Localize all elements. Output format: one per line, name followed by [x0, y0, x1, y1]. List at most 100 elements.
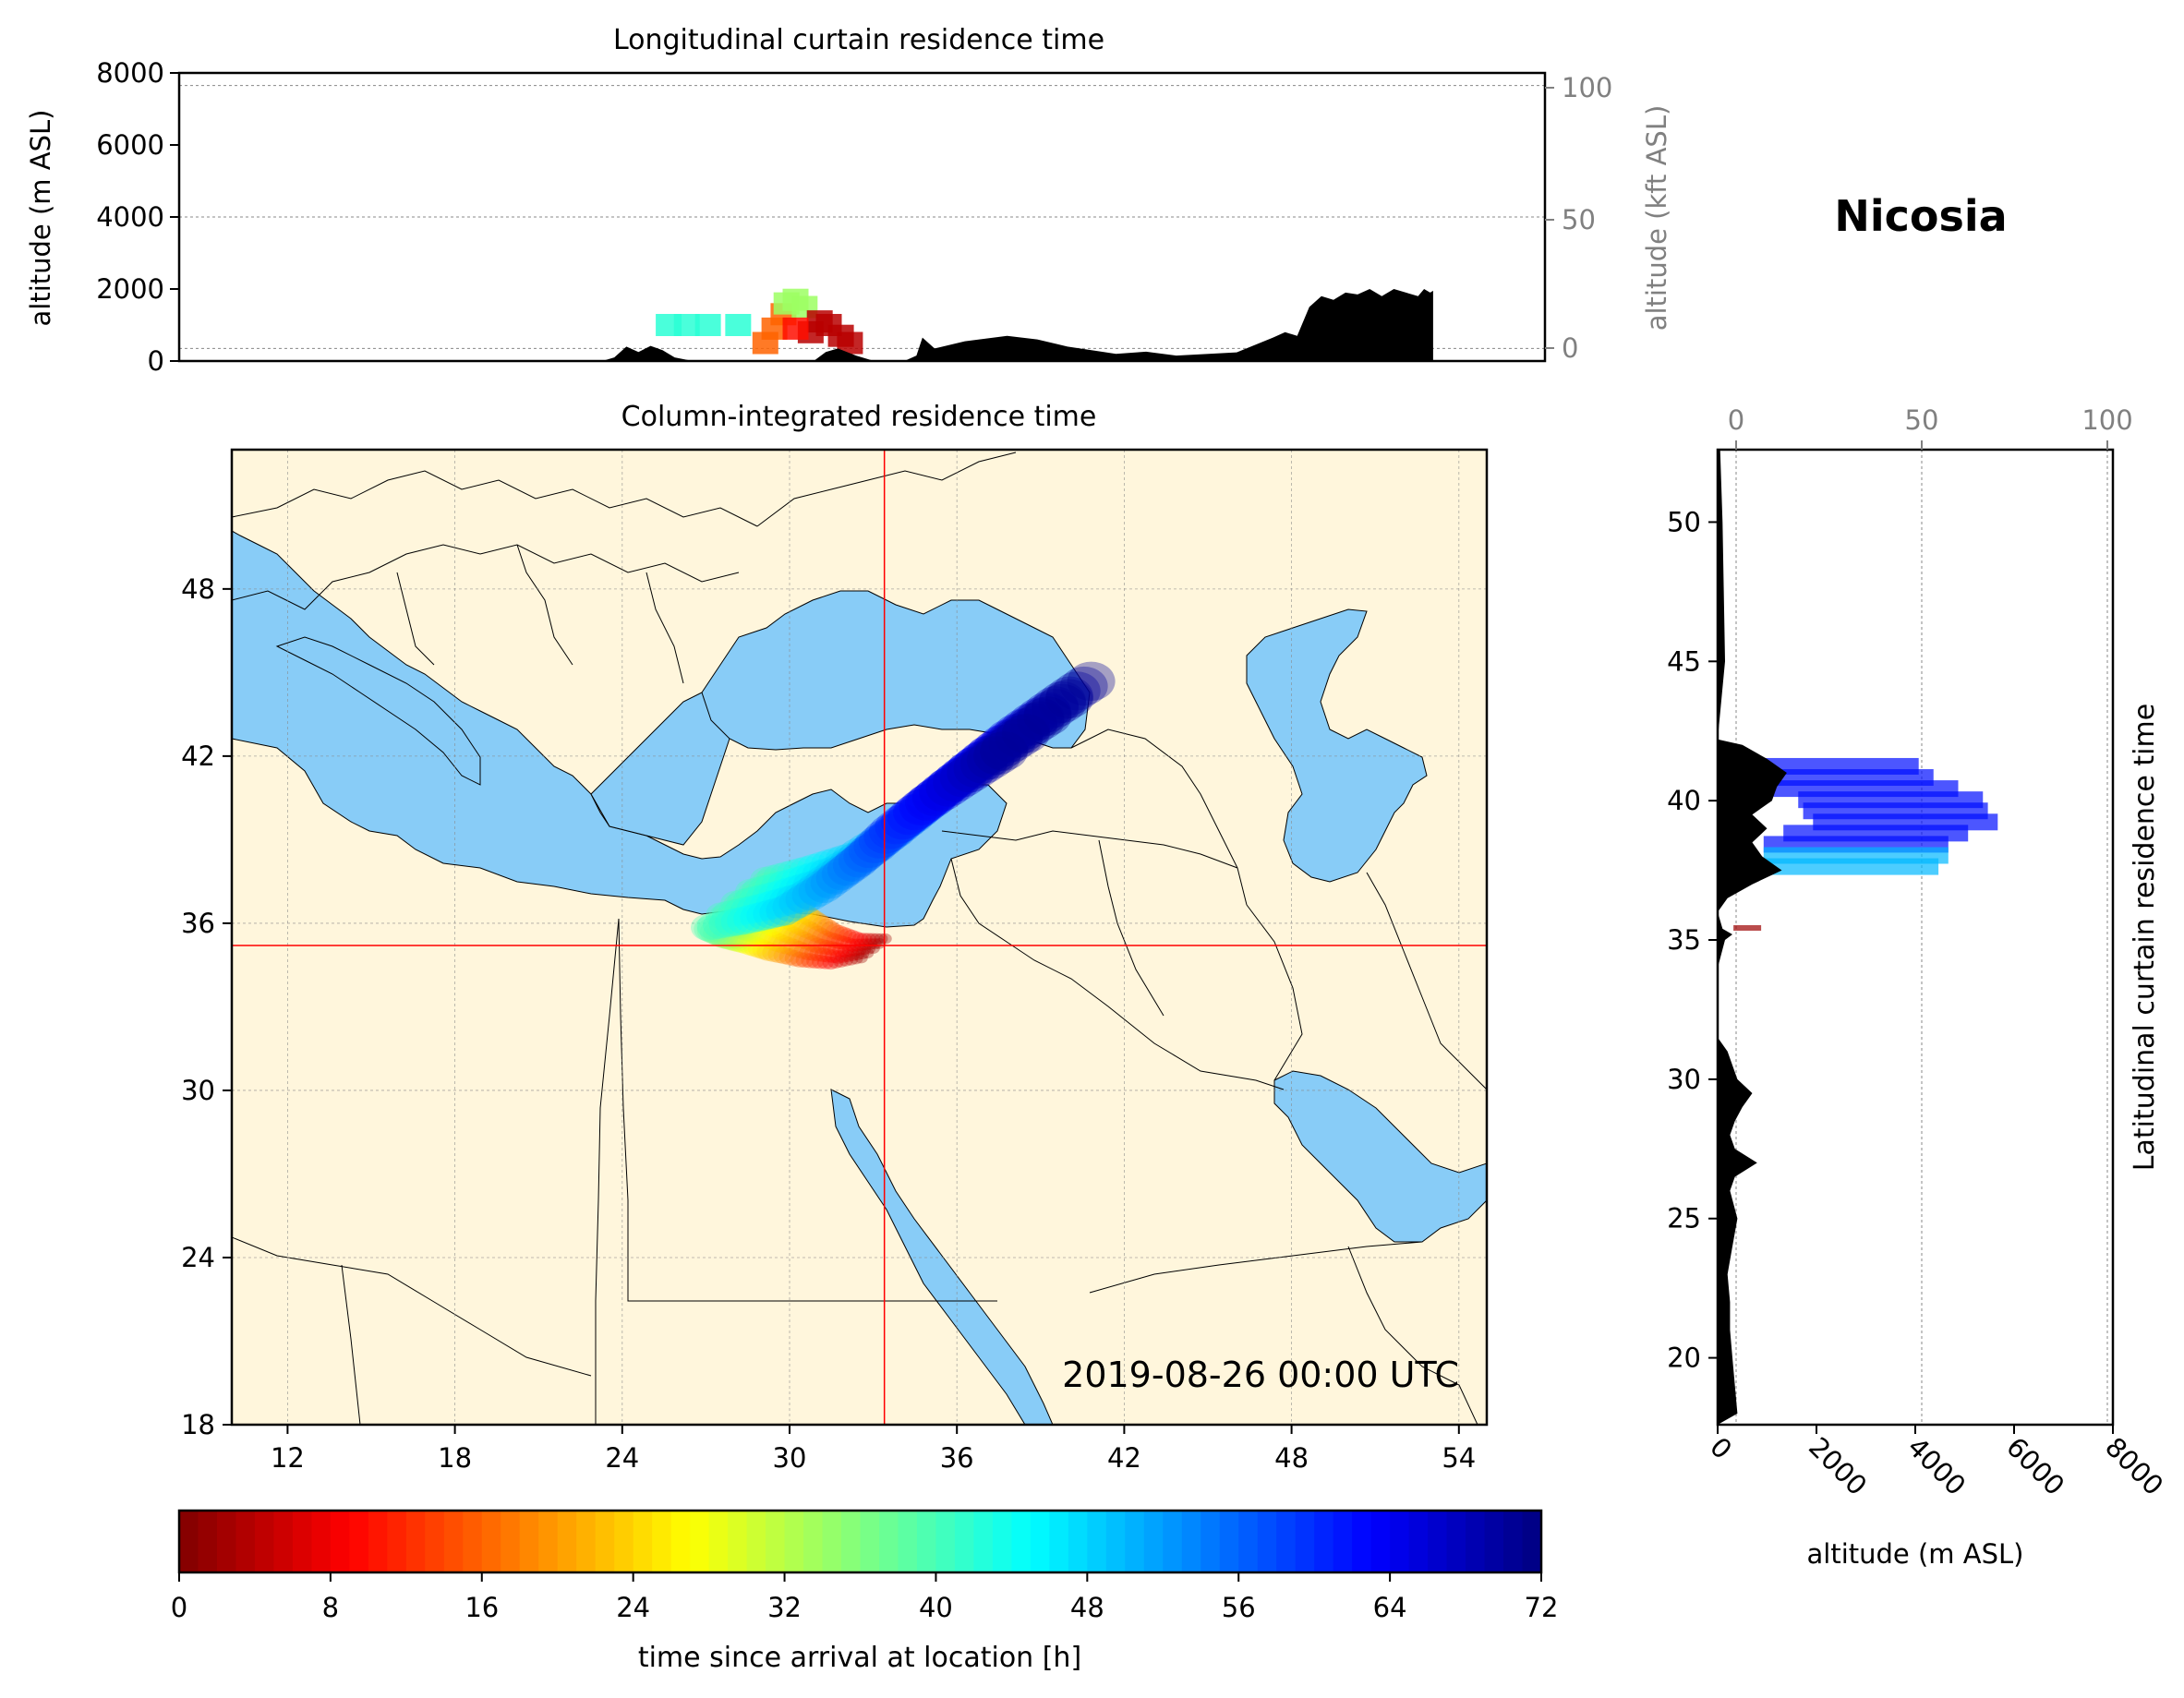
- map-plume-particle: [776, 884, 813, 915]
- map-plume-particle: [735, 919, 764, 942]
- colorbar-cell: [1143, 1511, 1164, 1572]
- map-plume-particle: [839, 954, 853, 967]
- colorbar-cell: [519, 1511, 539, 1572]
- map-plume-particle: [822, 857, 862, 889]
- map-plume-particle: [972, 729, 1018, 766]
- map-plume-particle: [887, 799, 932, 834]
- map-plume-particle: [708, 909, 742, 938]
- latitudinal-x-tick-label: 2000: [1803, 1431, 1873, 1501]
- map-plume-particle: [785, 884, 824, 915]
- map-plume-particle: [893, 794, 937, 831]
- map-plume-particle: [880, 809, 922, 843]
- map-plume-particle: [790, 951, 810, 968]
- colorbar-cell: [652, 1511, 672, 1572]
- black-sea: [701, 590, 1091, 751]
- map-plume-particle: [851, 834, 891, 866]
- map-plume-particle: [822, 956, 839, 970]
- map-plume-particle: [933, 764, 980, 802]
- longitudinal-y-tick-right-label: 0: [1562, 332, 1578, 364]
- map-y-tick-label: 36: [181, 908, 215, 939]
- map-plume-particle: [968, 737, 1015, 776]
- map-plume-particle: [752, 894, 781, 918]
- map-plume-particle: [749, 892, 779, 917]
- map-plume-particle: [827, 853, 867, 886]
- map-plume-particle: [825, 845, 862, 875]
- map-plume-particle: [746, 923, 773, 945]
- map-plume-particle: [839, 837, 877, 869]
- map-plume-particle: [811, 849, 847, 879]
- colorbar-cell: [1466, 1511, 1486, 1572]
- map-plume-particle: [877, 809, 920, 844]
- map-plume-particle: [761, 872, 795, 900]
- map-plume-particle: [760, 878, 790, 904]
- map-plume-particle: [726, 930, 754, 953]
- map-plume-particle: [733, 904, 768, 933]
- latitudinal-curtain-panel: 0 2000 4000 6000 8000 0 50 100 20253035404550 …: [1667, 404, 2169, 1570]
- map-plume-particle: [773, 907, 800, 929]
- map-plume-particle: [754, 927, 780, 948]
- map-plume-particle: [911, 778, 958, 816]
- map-plume-particle: [880, 804, 924, 840]
- map-plume-particle: [774, 868, 809, 897]
- map-plume-particle: [902, 788, 945, 824]
- map-plume-particle: [973, 729, 1019, 767]
- colorbar-cell: [1522, 1511, 1542, 1572]
- map-plume-particle: [865, 933, 880, 945]
- station-crosshair: [232, 450, 1487, 1425]
- map-y-ticks: 18 24 30 36 42 48: [181, 573, 232, 1440]
- map-plume-particle: [711, 906, 743, 933]
- map-plume-particle: [845, 838, 886, 871]
- map-y-tick-label: 18: [181, 1409, 215, 1440]
- map-plume-particle: [754, 873, 789, 901]
- latitudinal-x-tick-label: 0: [1704, 1431, 1738, 1465]
- map-plume-particle: [742, 885, 774, 911]
- latitudinal-topography: [1718, 450, 1787, 1425]
- colorbar-cell: [595, 1511, 615, 1572]
- colorbar-cell: [1087, 1511, 1107, 1572]
- map-plume-particle: [855, 947, 870, 960]
- colorbar-tick-label: 56: [1222, 1592, 1256, 1623]
- map-plume-particle: [939, 759, 986, 798]
- map-plume-particle: [932, 763, 978, 801]
- latitudinal-y-tick-label: 20: [1667, 1343, 1701, 1374]
- map-plume-particle: [795, 952, 814, 969]
- latitudinal-curtain-title: Latitudinal curtain residence time: [2129, 704, 2161, 1171]
- colorbar-cell: [1390, 1511, 1410, 1572]
- map-plume-particle: [750, 925, 777, 947]
- mediterranean-sea: [232, 530, 1008, 928]
- map-plume-particle: [953, 746, 997, 783]
- colorbar-cell: [198, 1511, 218, 1572]
- map-plume-particle: [887, 804, 928, 838]
- map-plume-particle: [946, 752, 990, 788]
- map-plume-particle: [878, 933, 892, 945]
- colorbar-cell: [1238, 1511, 1259, 1572]
- map-plume-particle: [759, 897, 796, 928]
- map-plume-particle: [788, 864, 824, 894]
- colorbar-cell: [330, 1511, 350, 1572]
- map-plume-particle: [1038, 683, 1087, 724]
- map-plume-particle: [724, 897, 758, 926]
- map-plume-particle: [862, 824, 903, 859]
- map-plume-particle: [989, 720, 1036, 759]
- map-plume-particle: [772, 934, 796, 954]
- map-plume-particle: [853, 828, 892, 861]
- colorbar-cell: [1181, 1511, 1201, 1572]
- map-plume-particle: [829, 950, 847, 964]
- map-plume-particle: [816, 955, 834, 969]
- map-plume-particle: [739, 904, 768, 929]
- map-plume-particle: [730, 897, 765, 925]
- map-plume-particle: [939, 756, 984, 794]
- map-plume-particle: [926, 767, 971, 803]
- map-plume-particle: [772, 891, 810, 922]
- map-x-tick-label: 30: [773, 1442, 807, 1474]
- longitudinal-residence-patch: [782, 317, 809, 340]
- map-plume-particle: [769, 905, 796, 927]
- map-plume-particle: [718, 899, 752, 927]
- map-plume-particle: [925, 767, 971, 805]
- map-plume-particle: [839, 843, 880, 876]
- map-plume-particle: [939, 757, 985, 795]
- map-x-tick-label: 54: [1442, 1442, 1476, 1474]
- map-plume-particle: [835, 935, 853, 950]
- map-plume-particle: [706, 922, 736, 947]
- map-plume-particle: [725, 894, 757, 921]
